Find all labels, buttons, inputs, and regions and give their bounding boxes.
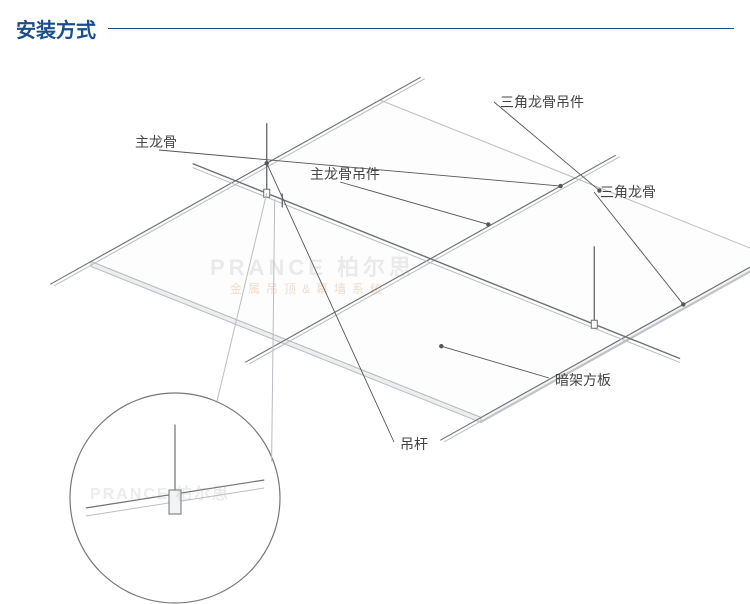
title-rule bbox=[108, 28, 734, 29]
watermark-tagline: 金属吊顶&幕墙系统 bbox=[230, 280, 388, 297]
watermark-brand: PRANCE 柏尔思 bbox=[210, 250, 415, 282]
diagram-svg bbox=[0, 40, 750, 604]
label-hidden-panel: 暗架方板 bbox=[555, 370, 611, 390]
label-main-keel: 主龙骨 bbox=[135, 132, 177, 152]
label-tri-keel-hanger: 三角龙骨吊件 bbox=[500, 92, 584, 112]
label-main-keel-hanger: 主龙骨吊件 bbox=[310, 164, 380, 184]
diagram-stage: PRANCE 柏尔思 金属吊顶&幕墙系统 PRANCE 柏尔思 主龙骨 主龙骨吊… bbox=[0, 40, 750, 604]
page-title: 安装方式 bbox=[16, 14, 96, 43]
label-tri-keel: 三角龙骨 bbox=[600, 182, 656, 202]
label-hanger-rod: 吊杆 bbox=[400, 434, 428, 454]
watermark-brand-2: PRANCE 柏尔思 bbox=[90, 480, 230, 504]
title-bar: 安装方式 bbox=[0, 0, 750, 43]
